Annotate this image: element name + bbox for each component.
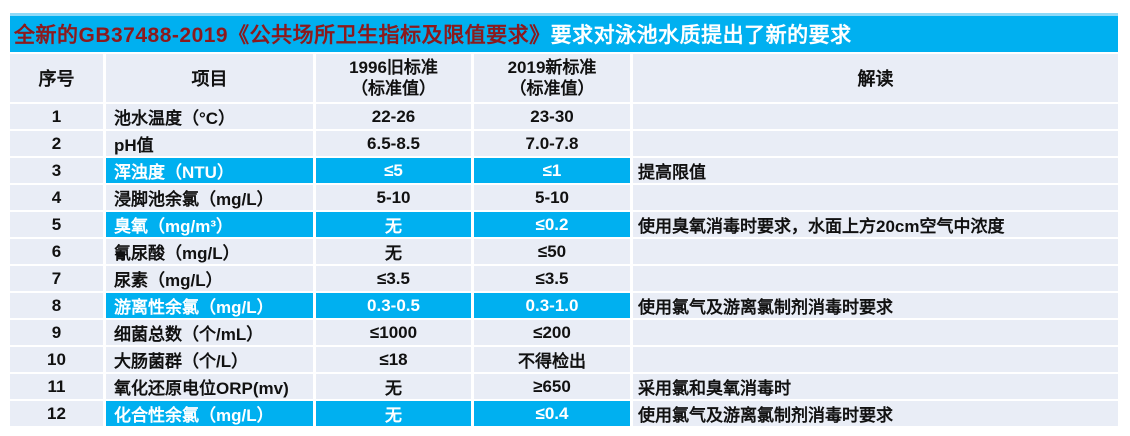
row-index-cell: 2 — [10, 131, 103, 156]
row-note-cell: 提高限值 — [633, 158, 1118, 183]
row-item-cell: 细菌总数（个/mL） — [106, 320, 313, 345]
header-index: 序号 — [10, 54, 103, 102]
row-item-cell: 氧化还原电位ORP(mv) — [106, 374, 313, 399]
row-old-standard-cell: 5-10 — [316, 185, 471, 210]
row-index-cell: 9 — [10, 320, 103, 345]
row-index-cell: 6 — [10, 239, 103, 264]
row-item-cell: 游离性余氯（mg/L） — [106, 293, 313, 318]
row-new-standard-cell: ≤200 — [474, 320, 630, 345]
row-new-standard-cell: ≥650 — [474, 374, 630, 399]
row-new-standard-cell: 不得检出 — [474, 347, 630, 372]
row-note-cell — [633, 239, 1118, 264]
row-old-standard-cell: ≤1000 — [316, 320, 471, 345]
row-note-cell: 使用氯气及游离氯制剂消毒时要求 — [633, 293, 1118, 318]
row-new-standard-cell: ≤50 — [474, 239, 630, 264]
row-index-cell: 4 — [10, 185, 103, 210]
row-index-cell: 11 — [10, 374, 103, 399]
row-old-standard-cell: 6.5-8.5 — [316, 131, 471, 156]
row-note-cell — [633, 266, 1118, 291]
banner-title-requirement: 要求对泳池水质提出了新的要求 — [550, 24, 852, 47]
row-note-cell — [633, 185, 1118, 210]
row-old-standard-cell: 无 — [316, 212, 471, 237]
row-old-standard-cell: 22-26 — [316, 104, 471, 129]
row-note-cell — [633, 131, 1118, 156]
row-note-cell — [633, 104, 1118, 129]
row-item-cell: 尿素（mg/L） — [106, 266, 313, 291]
row-item-cell: 化合性余氯（mg/L） — [106, 401, 313, 426]
row-item-cell: pH值 — [106, 131, 313, 156]
row-item-cell: 池水温度（°C） — [106, 104, 313, 129]
row-old-standard-cell: 无 — [316, 239, 471, 264]
row-new-standard-cell: 5-10 — [474, 185, 630, 210]
row-note-cell — [633, 347, 1118, 372]
header-old-standard-line1: 1996旧标准 — [349, 57, 438, 77]
row-note-cell: 使用氯气及游离氯制剂消毒时要求 — [633, 401, 1118, 426]
row-old-standard-cell: ≤3.5 — [316, 266, 471, 291]
row-index-cell: 5 — [10, 212, 103, 237]
slide-content: 全新的GB37488-2019《公共场所卫生指标及限值要求》 要求对泳池水质提出了… — [10, 13, 1118, 426]
row-index-cell: 8 — [10, 293, 103, 318]
row-new-standard-cell: 7.0-7.8 — [474, 131, 630, 156]
header-new-standard-line2: （标准值） — [509, 79, 595, 98]
row-old-standard-cell: 无 — [316, 401, 471, 426]
header-note: 解读 — [633, 54, 1118, 102]
row-item-cell: 浑浊度（NTU） — [106, 158, 313, 183]
row-new-standard-cell: ≤0.4 — [474, 401, 630, 426]
row-item-cell: 臭氧（mg/m³） — [106, 212, 313, 237]
row-old-standard-cell: 0.3-0.5 — [316, 293, 471, 318]
header-old-standard: 1996旧标准 （标准值） — [316, 54, 471, 102]
row-old-standard-cell: 无 — [316, 374, 471, 399]
row-note-cell: 采用氯和臭氧消毒时 — [633, 374, 1118, 399]
row-new-standard-cell: ≤1 — [474, 158, 630, 183]
header-new-standard: 2019新标准 （标准值） — [474, 54, 630, 102]
row-new-standard-cell: 23-30 — [474, 104, 630, 129]
row-new-standard-cell: ≤0.2 — [474, 212, 630, 237]
row-index-cell: 1 — [10, 104, 103, 129]
row-note-cell: 使用臭氧消毒时要求，水面上方20cm空气中浓度 — [633, 212, 1118, 237]
row-item-cell: 大肠菌群（个/L） — [106, 347, 313, 372]
row-old-standard-cell: ≤18 — [316, 347, 471, 372]
row-index-cell: 10 — [10, 347, 103, 372]
row-new-standard-cell: 0.3-1.0 — [474, 293, 630, 318]
row-index-cell: 7 — [10, 266, 103, 291]
header-item: 项目 — [106, 54, 313, 102]
header-new-standard-line1: 2019新标准 — [507, 57, 597, 77]
banner-title-standard-name: 全新的GB37488-2019《公共场所卫生指标及限值要求》 — [14, 24, 551, 47]
row-new-standard-cell: ≤3.5 — [474, 266, 630, 291]
row-note-cell — [633, 320, 1118, 345]
title-banner: 全新的GB37488-2019《公共场所卫生指标及限值要求》 要求对泳池水质提出了… — [10, 13, 1118, 52]
row-index-cell: 3 — [10, 158, 103, 183]
row-index-cell: 12 — [10, 401, 103, 426]
row-item-cell: 浸脚池余氯（mg/L） — [106, 185, 313, 210]
row-item-cell: 氰尿酸（mg/L） — [106, 239, 313, 264]
header-old-standard-line2: （标准值） — [351, 79, 436, 98]
row-old-standard-cell: ≤5 — [316, 158, 471, 183]
standards-table: 序号 项目 1996旧标准 （标准值） 2019新标准 （标准值） 解读 1 池水… — [10, 54, 1118, 426]
